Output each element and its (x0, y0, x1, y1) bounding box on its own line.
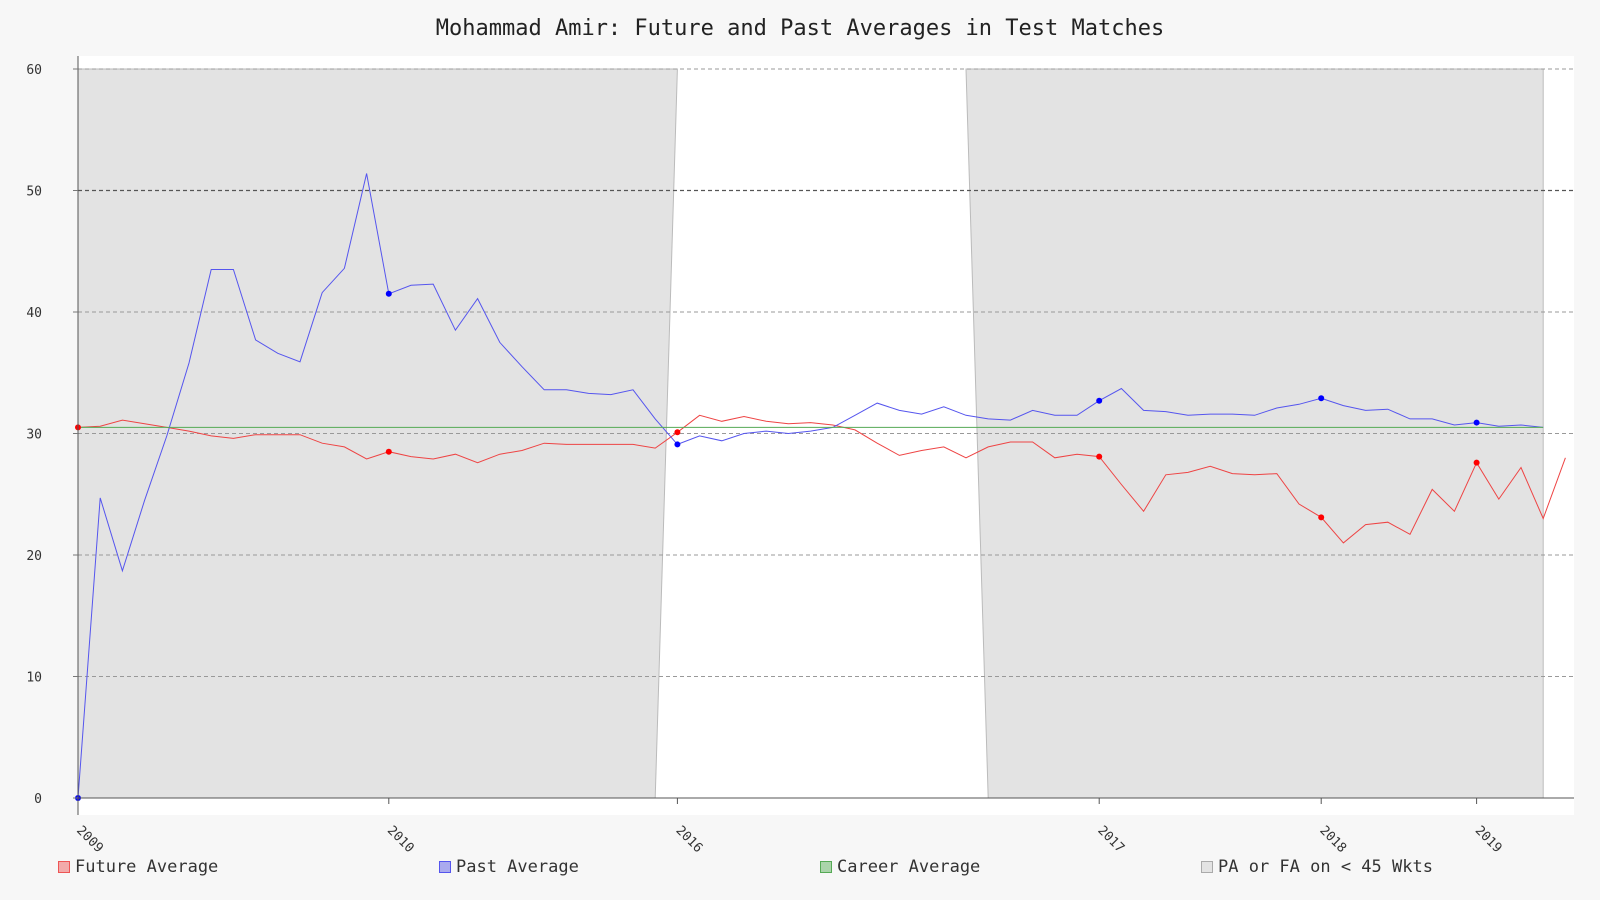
past-average-point (1096, 397, 1103, 404)
past-average-point (1473, 419, 1480, 426)
legend-label: Future Average (75, 857, 219, 877)
legend-item-low-wickets-region[interactable]: PA or FA on < 45 Wkts (1201, 857, 1433, 877)
legend-label: Career Average (837, 857, 981, 877)
legend-item-career-average[interactable]: Career Average (820, 857, 980, 877)
future-average-point (1096, 453, 1103, 460)
y-tick-label: 40 (26, 306, 42, 321)
y-tick-label: 50 (26, 185, 42, 200)
future-average-point (1473, 459, 1480, 466)
legend-swatch-past-average (439, 861, 451, 873)
y-tick-label: 20 (26, 549, 42, 564)
x-tick-label: 2010 (384, 823, 417, 856)
future-average-line (77, 414, 1566, 544)
series-lines (77, 173, 1566, 799)
legend-swatch-career-average (820, 861, 832, 873)
past-average-line (77, 173, 1544, 799)
legend-item-past-average[interactable]: Past Average (439, 857, 579, 877)
past-average-point (385, 290, 392, 297)
legend-label: PA or FA on < 45 Wkts (1218, 857, 1433, 877)
x-tick-label: 2009 (73, 823, 106, 856)
y-tick-label: 60 (26, 63, 42, 78)
legend-label: Past Average (456, 857, 579, 877)
legend: Future Average Past Average Career Avera… (0, 857, 1600, 883)
past-average-point (674, 441, 681, 448)
future-average-point (385, 448, 392, 455)
future-average-point (1318, 514, 1325, 521)
axes (77, 56, 1574, 815)
legend-swatch-low-wickets-region (1201, 861, 1213, 873)
y-tick-label: 30 (26, 428, 42, 443)
x-tick-label: 2016 (673, 823, 706, 856)
y-tick-label: 0 (34, 792, 42, 807)
x-tick-label: 2017 (1094, 823, 1127, 856)
x-tick-label: 2018 (1316, 823, 1349, 856)
x-tick-label: 2019 (1472, 823, 1505, 856)
past-average-point (1318, 395, 1325, 402)
legend-item-future-average[interactable]: Future Average (58, 857, 218, 877)
gridlines (78, 68, 1574, 677)
y-tick-label: 10 (26, 671, 42, 686)
chart-title: Mohammad Amir: Future and Past Averages … (436, 16, 1164, 41)
legend-swatch-future-average (58, 861, 70, 873)
future-average-point (674, 429, 681, 436)
y-tick-labels: 0 10 20 30 40 50 60 (26, 63, 78, 807)
